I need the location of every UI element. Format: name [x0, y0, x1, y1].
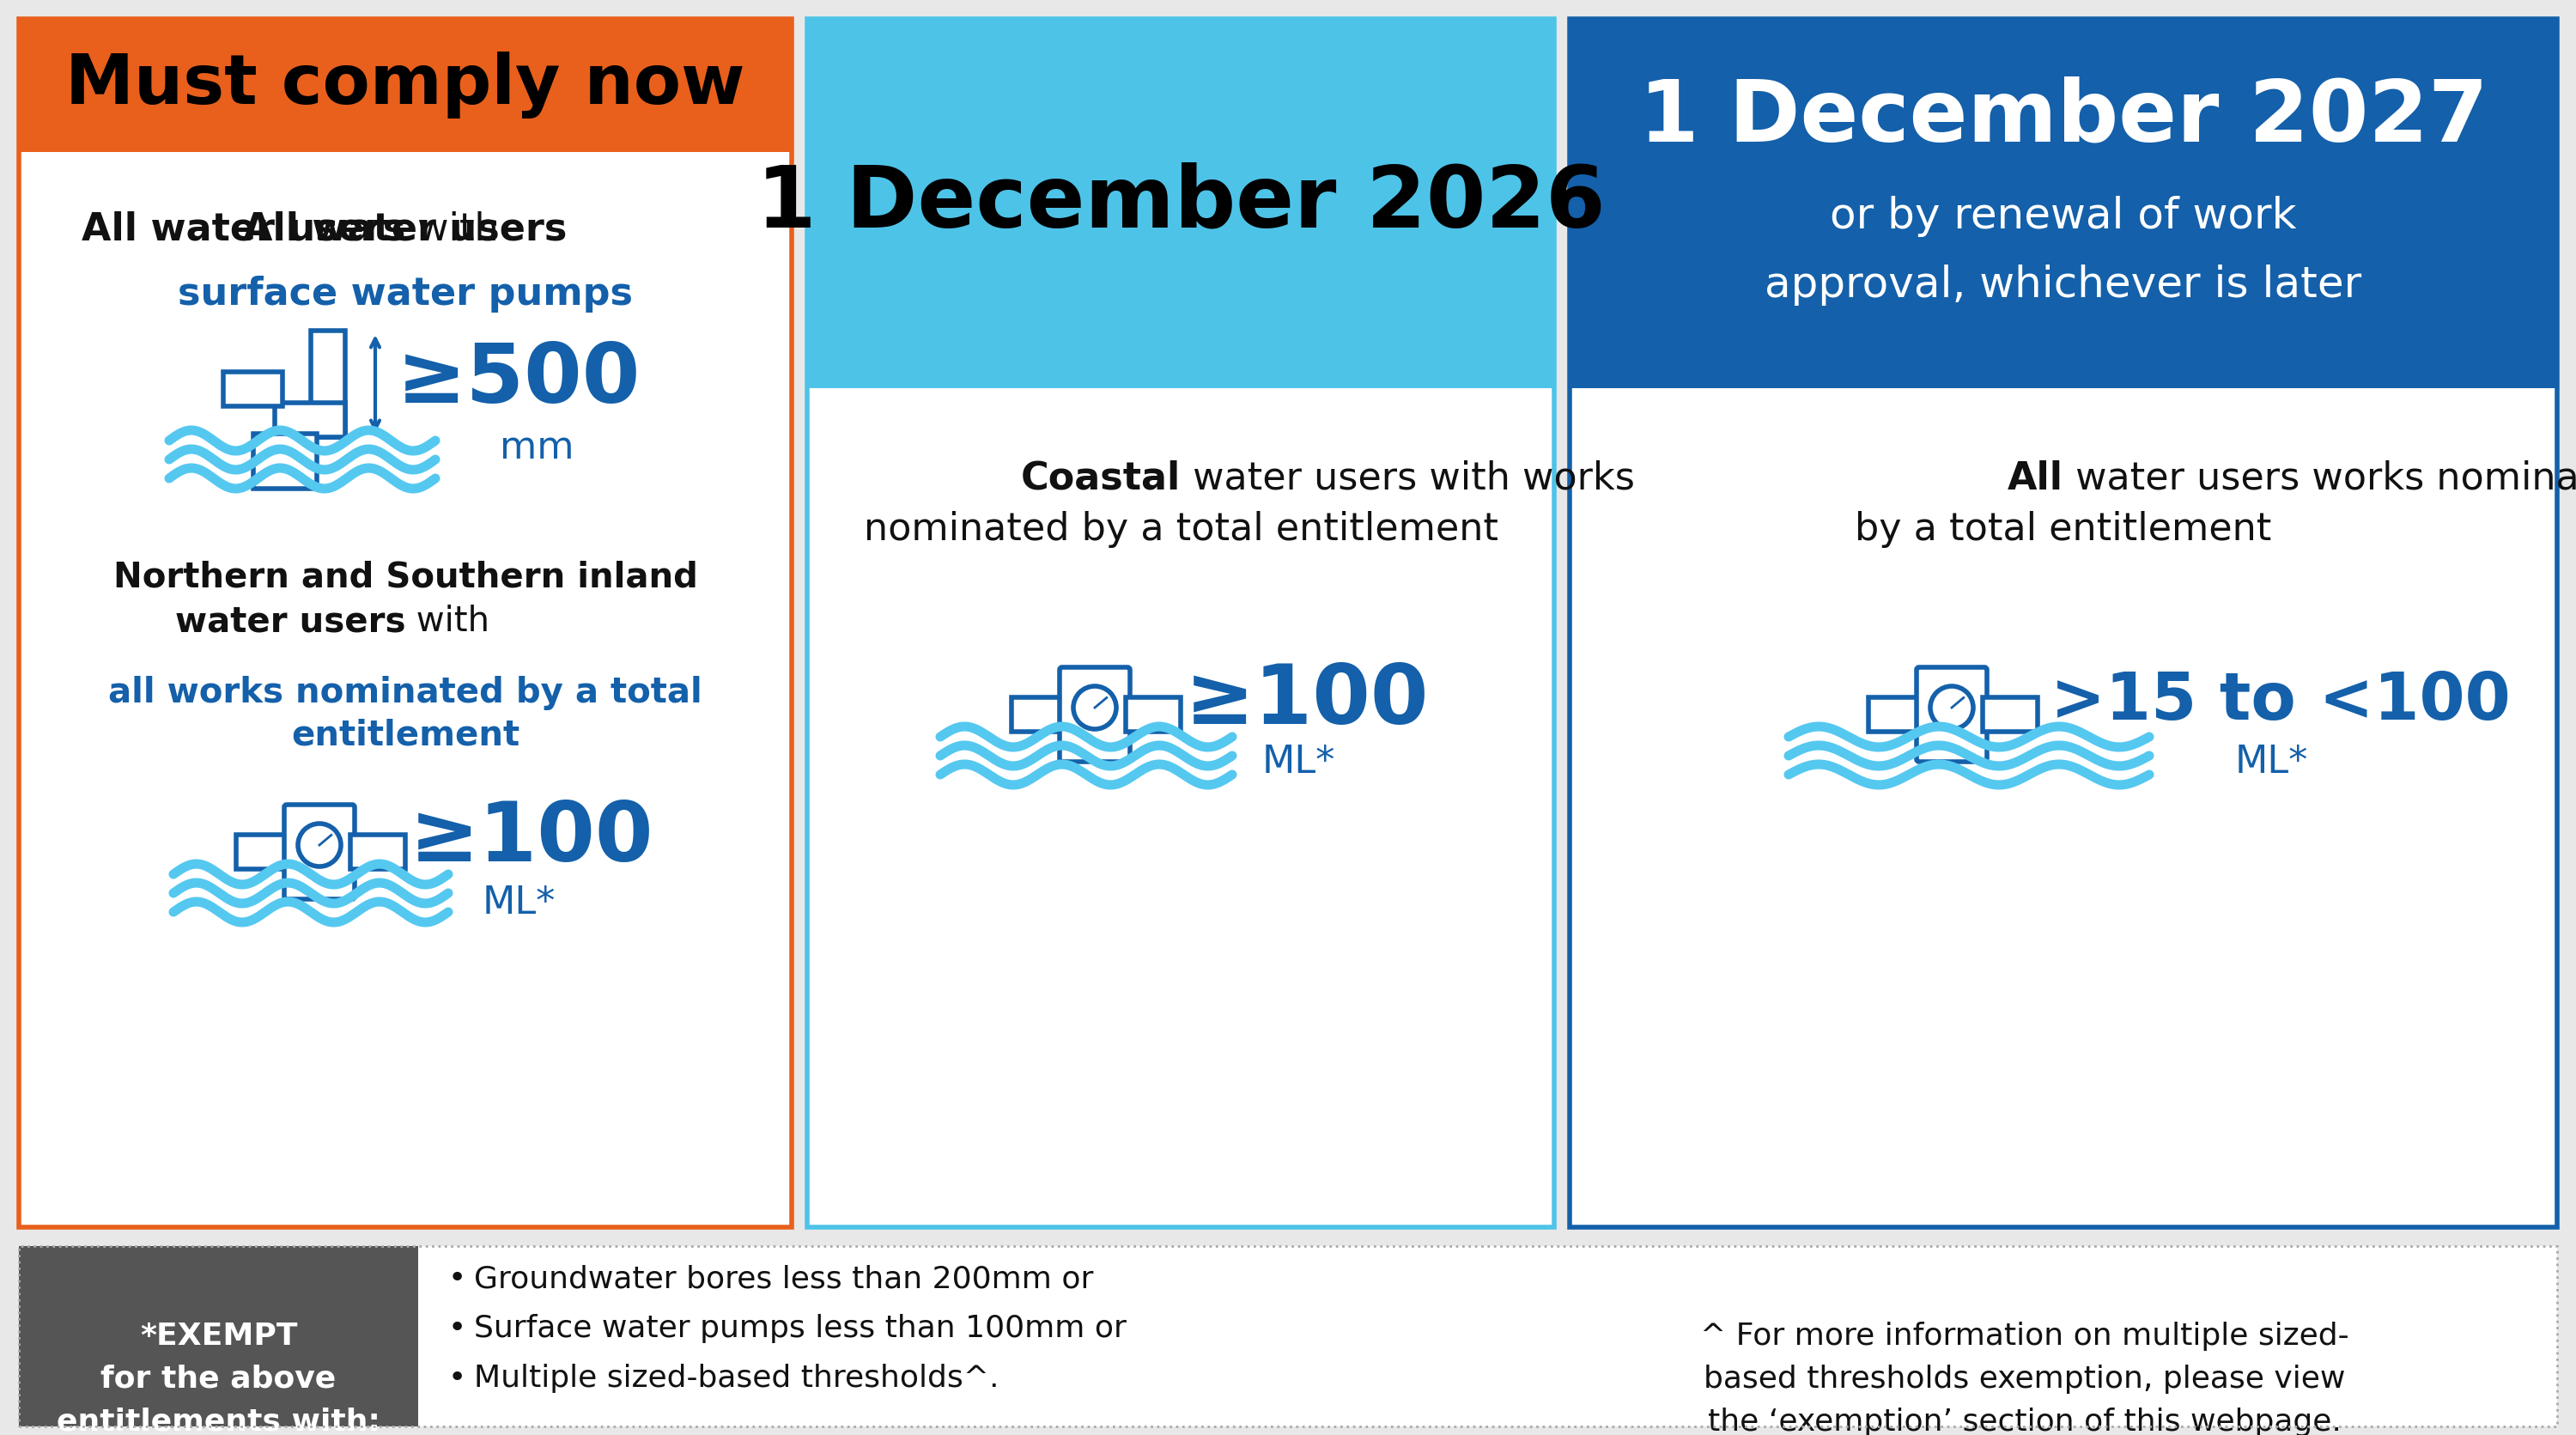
FancyBboxPatch shape [1126, 697, 1180, 732]
Text: All water users: All water users [82, 211, 404, 248]
Text: mm: mm [500, 430, 574, 466]
FancyBboxPatch shape [237, 835, 291, 870]
Text: •: • [448, 1363, 466, 1393]
FancyBboxPatch shape [18, 19, 791, 1227]
Text: or by renewal of work: or by renewal of work [1829, 195, 2298, 237]
Text: Coastal: Coastal [1020, 459, 1180, 497]
Text: All water users with: All water users with [216, 211, 595, 248]
Circle shape [299, 824, 340, 867]
FancyBboxPatch shape [350, 835, 404, 870]
FancyBboxPatch shape [18, 19, 791, 152]
Text: ≥100: ≥100 [410, 799, 654, 880]
Text: •: • [448, 1264, 466, 1293]
Text: Groundwater bores less than 200mm or: Groundwater bores less than 200mm or [474, 1264, 1092, 1293]
Text: >15 to <100: >15 to <100 [2050, 670, 2512, 733]
Text: water users: water users [175, 604, 404, 639]
Text: all works nominated by a total: all works nominated by a total [108, 676, 703, 710]
Text: water users with works: water users with works [1180, 459, 1636, 497]
FancyBboxPatch shape [224, 372, 283, 406]
FancyBboxPatch shape [1984, 697, 2038, 732]
FancyBboxPatch shape [1569, 19, 2558, 387]
Text: water users works nominated: water users works nominated [2063, 459, 2576, 497]
FancyBboxPatch shape [1012, 697, 1066, 732]
Text: 1 December 2027: 1 December 2027 [1638, 76, 2488, 159]
Text: approval, whichever is later: approval, whichever is later [1765, 264, 2362, 306]
Text: the ‘exemption’ section of this webpage.: the ‘exemption’ section of this webpage. [1708, 1408, 2342, 1435]
Text: ≥500: ≥500 [397, 340, 641, 419]
Text: entitlement: entitlement [291, 719, 520, 753]
FancyBboxPatch shape [806, 19, 1553, 1227]
FancyBboxPatch shape [312, 330, 345, 438]
Text: ML*: ML* [1262, 743, 1334, 781]
Text: entitlements with:: entitlements with: [57, 1408, 381, 1435]
Text: nominated by a total entitlement: nominated by a total entitlement [863, 511, 1499, 548]
FancyBboxPatch shape [18, 1246, 417, 1426]
Circle shape [1929, 686, 1973, 729]
FancyBboxPatch shape [252, 433, 317, 489]
Circle shape [1074, 686, 1115, 729]
Text: All: All [2007, 459, 2063, 497]
FancyBboxPatch shape [1059, 667, 1131, 762]
Text: with: with [404, 604, 489, 639]
Text: Surface water pumps less than 100mm or: Surface water pumps less than 100mm or [474, 1314, 1126, 1343]
Text: by a total entitlement: by a total entitlement [1855, 511, 2272, 548]
Text: ML*: ML* [2236, 743, 2308, 781]
FancyBboxPatch shape [806, 19, 1553, 387]
FancyBboxPatch shape [1868, 697, 1924, 732]
FancyBboxPatch shape [1492, 1246, 2558, 1426]
Text: ML*: ML* [482, 885, 556, 921]
FancyBboxPatch shape [283, 805, 355, 900]
Text: ^ For more information on multiple sized-: ^ For more information on multiple sized… [1700, 1322, 2349, 1350]
Text: •: • [448, 1314, 466, 1343]
Text: 1 December 2026: 1 December 2026 [757, 162, 1605, 245]
Text: ≥100: ≥100 [1185, 662, 1430, 742]
Text: with: with [404, 211, 500, 248]
FancyBboxPatch shape [1917, 667, 1986, 762]
Text: for the above: for the above [100, 1365, 337, 1393]
FancyBboxPatch shape [276, 403, 345, 438]
Text: Northern and Southern inland: Northern and Southern inland [113, 560, 698, 594]
FancyBboxPatch shape [1569, 19, 2558, 1227]
Text: surface water pumps: surface water pumps [178, 276, 634, 313]
Text: based thresholds exemption, please view: based thresholds exemption, please view [1703, 1365, 2344, 1393]
Text: Must comply now: Must comply now [64, 52, 744, 119]
FancyBboxPatch shape [417, 1246, 1492, 1426]
Text: Multiple sized-based thresholds^.: Multiple sized-based thresholds^. [474, 1363, 999, 1393]
Text: *EXEMPT: *EXEMPT [139, 1322, 296, 1350]
Text: All water users: All water users [242, 211, 567, 248]
